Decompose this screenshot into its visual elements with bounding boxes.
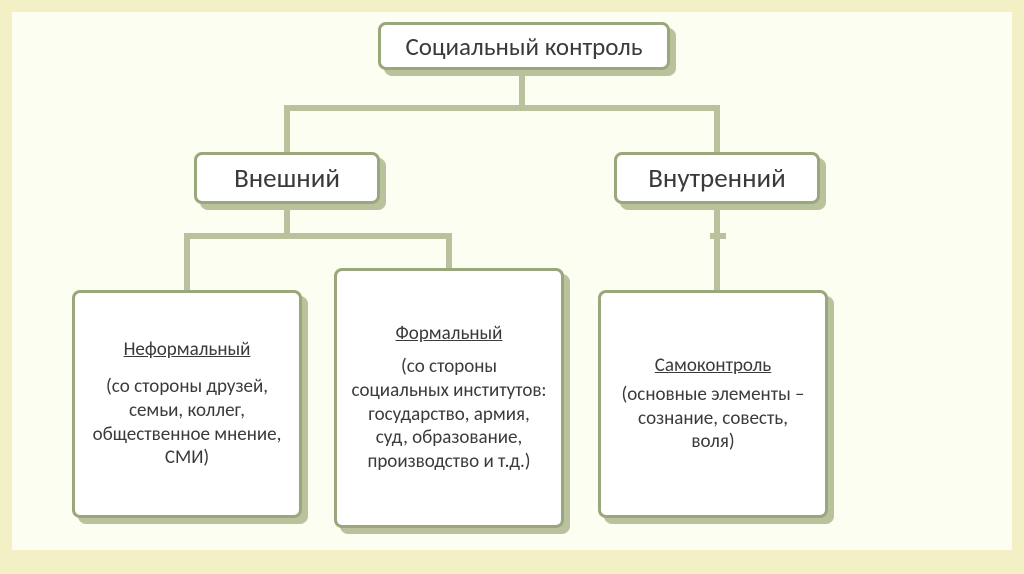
selfcontrol-body: (основные элементы – сознание, совесть, … (615, 383, 811, 454)
informal-node: Неформальный (со стороны друзей, семьи, … (72, 290, 302, 518)
internal-label: Внутренний (648, 162, 785, 195)
root-label: Социальный контроль (405, 31, 642, 62)
selfcontrol-title: Самоконтроль (655, 354, 771, 377)
root-node: Социальный контроль (378, 22, 670, 70)
selfcontrol-node: Самоконтроль (основные элементы – сознан… (598, 290, 828, 518)
internal-node: Внутренний (614, 152, 820, 204)
informal-body: (со стороны друзей, семьи, коллег, общес… (89, 375, 285, 470)
formal-body: (со стороны социальных институтов: госуд… (351, 355, 547, 474)
informal-title: Неформальный (124, 338, 251, 361)
formal-node: Формальный (со стороны социальных инстит… (334, 268, 564, 528)
external-label: Внешний (234, 162, 340, 195)
formal-title: Формальный (396, 322, 503, 345)
external-node: Внешний (194, 152, 380, 204)
